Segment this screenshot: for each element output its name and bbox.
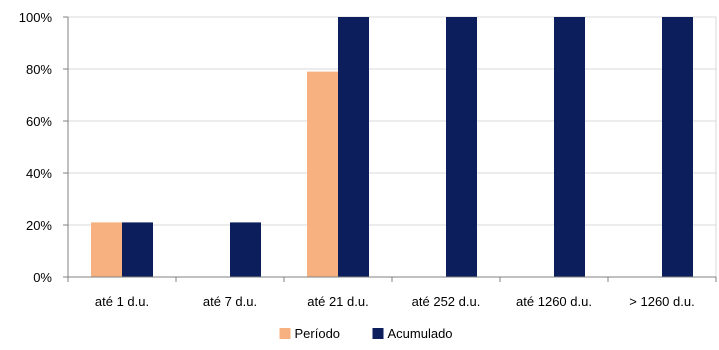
- bar-acumulado-1: [230, 222, 261, 277]
- legend: Período Acumulado: [279, 326, 453, 341]
- x-tick-label: até 21 d.u.: [307, 294, 368, 309]
- y-tick-label: 100%: [19, 10, 53, 25]
- x-tick-label: > 1260 d.u.: [629, 294, 694, 309]
- y-tick-label: 80%: [26, 62, 52, 77]
- x-tick-label: até 1 d.u.: [95, 294, 149, 309]
- bar-acumulado-3: [446, 17, 477, 277]
- y-tick-label: 0%: [33, 270, 52, 285]
- bar-acumulado-4: [554, 17, 585, 277]
- legend-swatch-0: [279, 328, 291, 339]
- bar-per-odo-0: [91, 222, 122, 277]
- legend-swatch-1: [372, 328, 384, 339]
- axes: 0% 20% 40% 60% 80% 100% até 1 d.u. até 7 d.u. at…: [19, 10, 717, 309]
- bar-per-odo-2: [307, 71, 338, 277]
- y-tick-label: 20%: [26, 218, 52, 233]
- y-tick-label: 40%: [26, 166, 52, 181]
- legend-label-0: Período: [295, 326, 341, 341]
- legend-label-1: Acumulado: [388, 326, 453, 341]
- y-tick-label: 60%: [26, 114, 52, 129]
- gridlines: [68, 16, 717, 277]
- bar-acumulado-5: [662, 17, 693, 277]
- x-tick-label: até 252 d.u.: [412, 294, 481, 309]
- bars: [91, 17, 693, 277]
- x-tick-label: até 7 d.u.: [203, 294, 257, 309]
- bar-acumulado-0: [122, 222, 153, 277]
- bar-acumulado-2: [338, 17, 369, 277]
- x-tick-label: até 1260 d.u.: [516, 294, 592, 309]
